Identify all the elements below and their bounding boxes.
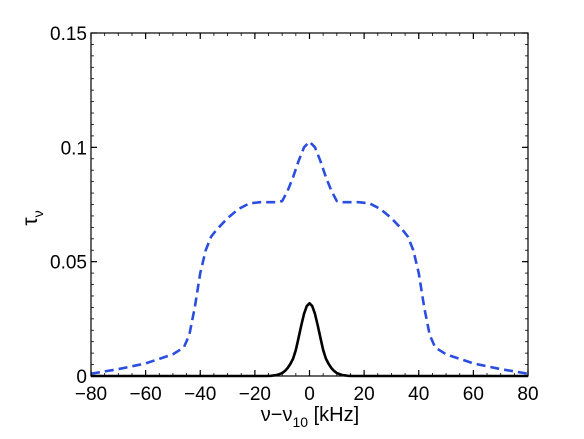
x-tick-label: 0 xyxy=(304,384,315,405)
plot-frame xyxy=(90,32,529,377)
x-tick-label: −60 xyxy=(130,384,162,405)
x-tick-label: −80 xyxy=(75,384,107,405)
y-tick-label: 0 xyxy=(76,367,87,388)
y-tick-label: 0.1 xyxy=(61,138,87,159)
x-tick-label: 40 xyxy=(408,384,429,405)
x-tick-label: 60 xyxy=(463,384,484,405)
x-axis-label: ν−ν10 [kHz] xyxy=(261,404,359,430)
y-axis-label: τν xyxy=(19,210,46,225)
y-tick-label: 0.05 xyxy=(50,253,87,274)
tick-labels-layer: −80 −60 −40 −20 0 20 40 60 80 0 0.05 0.1 0.15 xyxy=(50,24,539,405)
series-solid-line xyxy=(91,301,528,378)
x-tick-label: 20 xyxy=(354,384,375,405)
x-tick-label: −20 xyxy=(239,384,271,405)
x-axis-label-unit: [kHz] xyxy=(308,404,359,426)
ticks-layer xyxy=(90,32,529,377)
series-dashed-line xyxy=(90,140,529,375)
y-axis-label-main: τ xyxy=(19,217,42,226)
x-axis-label-main: ν−ν xyxy=(261,404,293,426)
x-axis-label-sub: 10 xyxy=(292,414,308,430)
y-axis-label-sub: ν xyxy=(30,210,46,217)
x-tick-label: 80 xyxy=(517,384,538,405)
y-tick-label: 0.15 xyxy=(50,24,87,45)
series-layer xyxy=(90,140,529,378)
x-tick-label: −40 xyxy=(184,384,216,405)
